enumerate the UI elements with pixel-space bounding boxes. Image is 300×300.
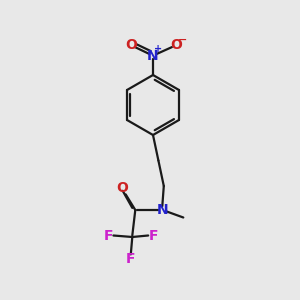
Text: O: O: [116, 182, 128, 195]
Text: −: −: [178, 35, 187, 45]
Text: N: N: [147, 49, 159, 62]
Text: O: O: [125, 38, 137, 52]
Text: F: F: [148, 229, 158, 242]
Text: F: F: [126, 252, 136, 266]
Text: F: F: [104, 229, 113, 242]
Text: +: +: [154, 44, 162, 55]
Text: O: O: [170, 38, 182, 52]
Text: N: N: [157, 203, 168, 217]
